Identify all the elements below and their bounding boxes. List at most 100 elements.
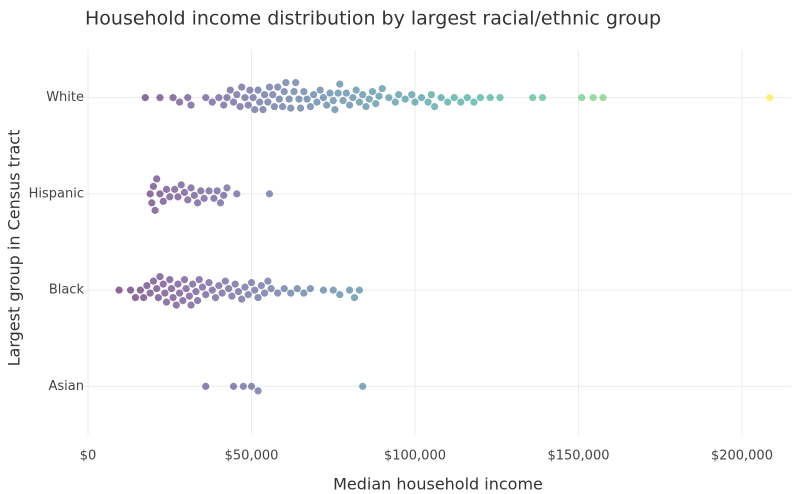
dot: [331, 106, 339, 114]
dot: [578, 94, 586, 102]
dot: [257, 282, 265, 290]
dot: [352, 86, 360, 94]
dot: [234, 288, 243, 296]
dot: [346, 286, 354, 294]
dot: [211, 294, 220, 302]
dot: [329, 97, 337, 105]
dot: [247, 279, 256, 287]
dot: [187, 184, 195, 192]
dot: [346, 101, 354, 109]
dot: [177, 181, 185, 189]
dot: [225, 285, 233, 293]
dot: [190, 191, 198, 199]
dot: [233, 190, 241, 198]
dot: [486, 94, 494, 102]
dot: [274, 83, 282, 91]
dot: [287, 104, 295, 112]
dot: [427, 91, 435, 99]
dot: [162, 185, 171, 193]
dot: [260, 289, 269, 297]
dot: [334, 89, 342, 97]
dot: [368, 88, 377, 96]
dot: [401, 95, 409, 103]
dot: [193, 297, 202, 305]
dot: [216, 199, 225, 207]
dot: [306, 285, 314, 293]
dot: [236, 103, 244, 111]
dot: [187, 301, 195, 309]
dot: [246, 86, 254, 94]
dot: [151, 206, 159, 214]
dot: [319, 286, 328, 294]
dot: [233, 91, 241, 99]
dot: [221, 277, 229, 285]
dot: [269, 91, 277, 99]
dot: [148, 199, 156, 207]
dot: [280, 285, 288, 293]
dot: [365, 95, 373, 103]
dot: [156, 190, 164, 198]
y-tick-label: Asian: [49, 379, 84, 394]
dot: [166, 193, 174, 201]
dot: [372, 100, 380, 108]
dot: [265, 83, 274, 91]
chart-title: Household income distribution by largest…: [85, 8, 661, 30]
dot: [238, 295, 246, 303]
dot: [180, 276, 189, 284]
x-tick-label: $50,000: [225, 449, 279, 464]
dot: [463, 94, 471, 102]
dot: [385, 94, 393, 102]
dot: [241, 94, 249, 102]
dot: [496, 94, 504, 102]
dot: [175, 98, 184, 106]
dot: [198, 283, 207, 291]
dot: [424, 98, 432, 106]
dot: [174, 280, 182, 288]
y-tick-label: Black: [49, 283, 85, 298]
dot: [215, 94, 223, 102]
dot: [310, 91, 318, 99]
dot: [431, 103, 439, 111]
dot: [254, 387, 262, 395]
dot: [180, 188, 189, 196]
dot: [140, 294, 148, 302]
dot: [296, 104, 305, 112]
dot: [450, 94, 458, 102]
dot: [251, 286, 259, 294]
dot: [166, 276, 174, 284]
y-tick-label: Hispanic: [29, 186, 84, 201]
dot: [362, 103, 370, 111]
dot: [220, 191, 228, 199]
y-axis-title: Largest group in Census tract: [5, 130, 24, 367]
dot: [185, 292, 193, 300]
dot: [244, 101, 252, 109]
dot: [251, 106, 259, 114]
dot: [292, 79, 300, 87]
dot: [220, 101, 228, 109]
dot: [249, 94, 257, 102]
dot: [208, 286, 216, 294]
dot: [184, 196, 192, 204]
dot: [411, 98, 419, 106]
dot: [260, 91, 269, 99]
dot: [295, 95, 303, 103]
dot: [167, 285, 176, 293]
dot: [282, 79, 290, 87]
dot: [247, 382, 256, 390]
dot: [202, 94, 210, 102]
dot: [264, 277, 272, 285]
dot: [223, 184, 231, 192]
dot: [156, 273, 164, 281]
dot: [143, 282, 151, 290]
dot: [202, 382, 210, 390]
dot: [538, 94, 547, 102]
dot: [319, 94, 328, 102]
x-tick-label: $0: [80, 449, 97, 464]
dot: [342, 89, 350, 97]
dot: [267, 285, 275, 293]
dot: [156, 94, 164, 102]
x-tick-label: $200,000: [711, 449, 773, 464]
dot: [228, 292, 236, 300]
dot: [172, 301, 180, 309]
